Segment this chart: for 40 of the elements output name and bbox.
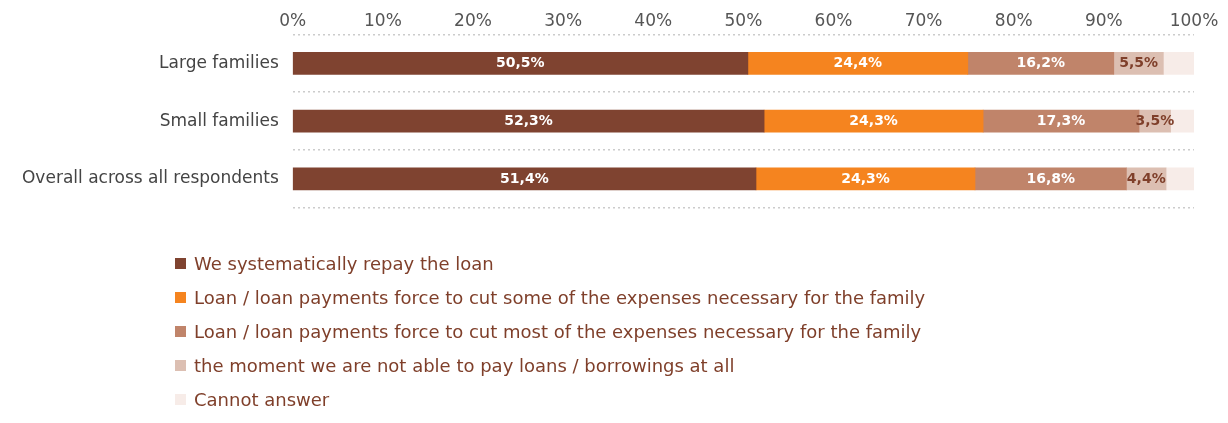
legend-label: the moment we are not able to pay loans / borrowings at all [194, 354, 735, 376]
x-tick-label: 20% [454, 9, 492, 30]
legend-label: We systematically repay the loan [194, 252, 494, 274]
bar [292, 109, 765, 133]
x-tick-label: 30% [544, 9, 583, 30]
data-label: 24,3% [849, 111, 898, 128]
bar [1163, 51, 1194, 75]
bar [967, 51, 1115, 75]
data-label: 4,4% [1126, 169, 1166, 186]
x-tick-label: 10% [363, 9, 402, 30]
data-label: 16,8% [1026, 169, 1075, 186]
legend-label: Loan / loan payments force to cut some of the expenses necessary for the family [194, 286, 926, 308]
data-label: 24,4% [833, 53, 883, 70]
data-label: 3,5% [1135, 111, 1175, 128]
y-tick-label: Small families [159, 109, 279, 130]
x-tick-label: 90% [1084, 9, 1123, 30]
legend-label: Cannot answer [194, 388, 330, 410]
bar [763, 109, 984, 133]
x-tick-label: 80% [994, 9, 1033, 30]
data-label: 17,3% [1036, 111, 1086, 128]
x-tick-label: 100% [1169, 9, 1219, 30]
y-tick-label: Overall across all respondents [21, 167, 279, 188]
bar [292, 51, 749, 75]
x-tick-label: 40% [634, 9, 673, 30]
x-tick-label: 60% [814, 9, 853, 30]
data-label: 16,2% [1016, 53, 1066, 70]
bar [1165, 167, 1194, 191]
x-tick-label: 70% [904, 9, 943, 30]
data-label: 50,5% [496, 53, 545, 70]
data-label: 52,3% [504, 111, 553, 128]
data-label: 24,3% [841, 169, 890, 186]
legend-label: Loan / loan payments force to cut most of the expenses necessary for the family [194, 320, 922, 342]
bar [755, 167, 976, 191]
data-label: 5,5% [1119, 53, 1158, 70]
y-tick-label: Large families [159, 51, 279, 72]
x-tick-label: 0% [279, 9, 307, 30]
bar [747, 51, 969, 75]
data-label: 51,4% [500, 169, 549, 186]
bar [292, 167, 757, 191]
x-tick-label: 50% [724, 9, 763, 30]
